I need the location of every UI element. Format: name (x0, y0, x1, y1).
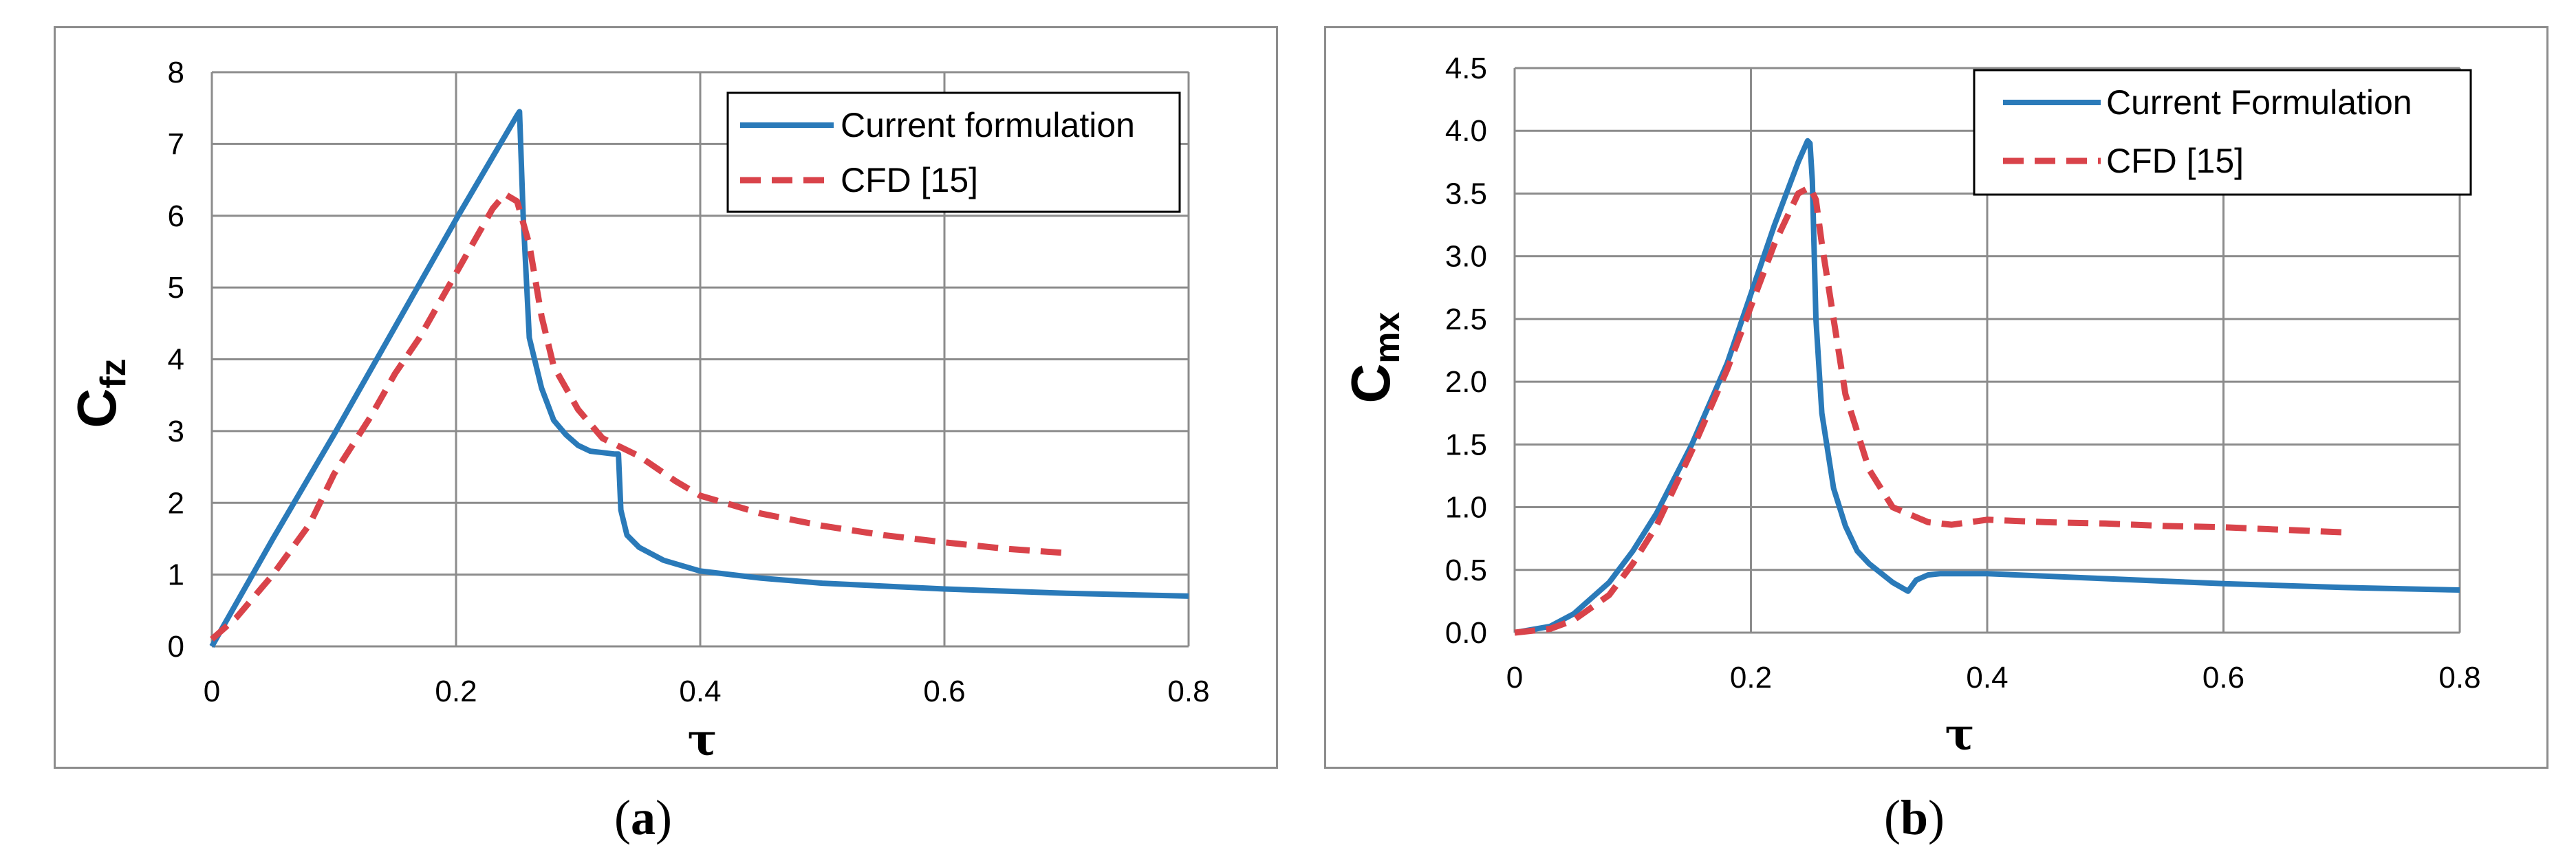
panel-b-ytick-label: 0.5 (1445, 554, 1487, 587)
panel-a-xtick-label: 0.4 (679, 675, 721, 708)
panel-a-legend: Current formulation CFD [15] (726, 91, 1181, 213)
panel-a-plot: 0 1 2 3 4 5 6 7 8 0 0.2 0.4 0.6 0.8 Current formulatio… (168, 56, 1210, 708)
panel-b-xlabel: τ (1945, 709, 1974, 761)
panel-b-xtick-label: 0.8 (2438, 661, 2480, 695)
panel-b-series-current-line (1514, 138, 2460, 635)
panel-b-xtick-label: 0.6 (2202, 661, 2244, 695)
panel-a-legend-box (726, 91, 1181, 213)
panel-a-ytick-label: 4 (168, 343, 184, 377)
caption-a-letter: a (631, 790, 656, 845)
panel-b-ytick-label: 3.0 (1445, 240, 1487, 274)
panel-a-ytick-label: 8 (168, 56, 184, 89)
panel-b-xtick-label: 0.4 (1966, 661, 2008, 695)
panel-b-plot: 0.0 0.5 1.0 1.5 2.0 2.5 3.0 3.5 4.0 4.5 0 0.2 0.4 0.6… (1445, 52, 2481, 695)
panel-a: Cfz τ (66, 358, 717, 766)
panel-b-ytick-label: 1.5 (1445, 428, 1487, 461)
panel-b-xtick-label: 0 (1506, 661, 1523, 695)
panel-b-xtick-label: 0.2 (1730, 661, 1772, 695)
panel-a-ytick-label: 1 (168, 558, 184, 592)
panel-b-ytick-label: 4.0 (1445, 114, 1487, 148)
panel-b-ytick-label: 2.0 (1445, 365, 1487, 399)
panel-a-ylabel-main: C (66, 389, 127, 428)
panel-a-ylabel: Cfz (66, 358, 133, 428)
panel-a-ytick-label: 0 (168, 630, 184, 664)
panel-a-series-cfd-line (210, 190, 1067, 642)
panel-b-ytick-label: 3.5 (1445, 177, 1487, 210)
panel-b-legend: Current Formulation CFD [15] (1973, 69, 2472, 196)
panel-a-legend-label-0: Current formulation (841, 106, 1135, 144)
panel-a-ytick-label: 6 (168, 199, 184, 233)
panel-b-ytick-label: 1.0 (1445, 491, 1487, 525)
panel-a-xtick-label: 0.2 (435, 675, 477, 708)
caption-b: (b) (1884, 790, 1945, 845)
panel-a-ytick-label: 3 (168, 415, 184, 448)
panel-b-ylabel-main: C (1340, 364, 1401, 404)
panel-a-legend-label-1: CFD [15] (841, 161, 978, 199)
caption-a: (a) (614, 790, 672, 845)
panel-a-ylabel-sub: fz (94, 358, 133, 388)
panel-a-xtick-label: 0 (204, 675, 220, 708)
panel-a-ytick-label: 7 (168, 127, 184, 161)
panel-b: Cmx τ (1340, 312, 1975, 761)
panel-b-ytick-label: 2.5 (1445, 303, 1487, 336)
panel-b-ylabel: Cmx (1340, 312, 1407, 403)
panel-b-legend-box (1973, 69, 2472, 196)
panel-b-ytick-label: 4.5 (1445, 52, 1487, 85)
panel-b-legend-label-0: Current Formulation (2106, 83, 2412, 122)
panel-b-legend-label-1: CFD [15] (2106, 142, 2244, 180)
panel-a-ytick-label: 2 (168, 486, 184, 520)
panel-a-ytick-label: 5 (168, 271, 184, 305)
panel-b-ytick-label: 0.0 (1445, 616, 1487, 650)
panel-b-series-cfd-line (1514, 184, 2342, 636)
caption-b-letter: b (1901, 790, 1928, 845)
panel-a-xlabel: τ (687, 714, 717, 766)
panel-a-xtick-label: 0.6 (923, 675, 965, 708)
panel-a-xtick-label: 0.8 (1167, 675, 1209, 708)
panel-b-ylabel-sub: mx (1367, 312, 1407, 363)
panel-a-series-current-line (209, 109, 1189, 648)
